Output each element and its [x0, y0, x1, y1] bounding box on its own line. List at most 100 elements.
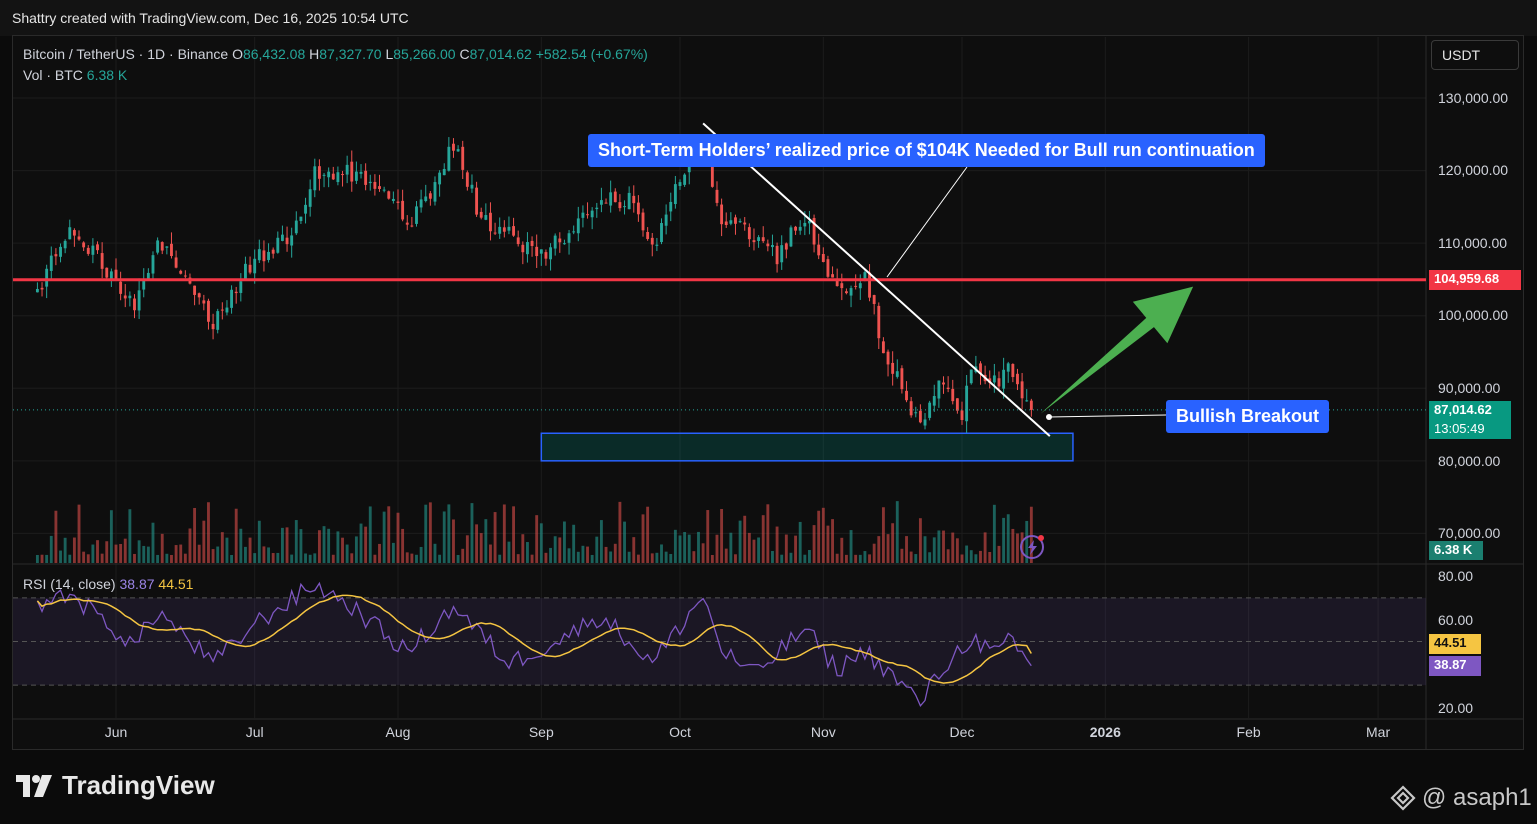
volume-bar	[484, 519, 488, 563]
candle-body	[909, 401, 913, 416]
candle-body	[498, 226, 502, 234]
candle-body	[752, 240, 756, 243]
volume-bar	[461, 548, 465, 563]
candle-body	[576, 218, 580, 234]
candle-body	[410, 225, 414, 227]
volume-bar	[230, 554, 234, 563]
volume-bar	[881, 507, 885, 563]
tradingview-logo[interactable]: TradingView	[16, 770, 215, 801]
candle-body	[336, 172, 340, 183]
volume-bar	[428, 502, 432, 563]
time-tick-label: Sep	[529, 724, 554, 740]
candle-body	[599, 200, 603, 205]
candle-body	[294, 220, 298, 234]
candle-body	[835, 280, 839, 287]
candle-body	[442, 168, 446, 176]
volume-bar	[969, 550, 973, 563]
volume-bar	[378, 543, 381, 563]
volume-bar	[558, 537, 562, 563]
volume-bar	[868, 554, 871, 563]
candle-body	[77, 236, 81, 240]
candle-body	[660, 223, 663, 243]
price-tick: 80,000.00	[1438, 453, 1501, 469]
candle-body	[59, 246, 62, 257]
volume-bar	[660, 544, 663, 563]
volume-bar	[521, 534, 525, 563]
grid-lines	[13, 37, 1426, 718]
rsi-ma-value: 44.51	[158, 576, 194, 592]
volume-bar	[743, 515, 747, 563]
volume-bar	[775, 526, 779, 563]
volume-bar	[313, 553, 317, 563]
volume-bar	[72, 537, 76, 563]
volume-bar	[1011, 528, 1015, 563]
volume-bar	[512, 506, 516, 563]
volume-bar	[771, 550, 774, 563]
candle-body	[553, 235, 557, 249]
volume-bar	[641, 514, 645, 563]
candle-body	[424, 196, 428, 202]
high-value: 87,327.70	[319, 46, 382, 62]
candle-body	[784, 243, 788, 250]
volume-bar	[618, 501, 622, 563]
candle-body	[632, 195, 636, 204]
volume-bar	[900, 548, 904, 563]
volume-bar	[216, 546, 220, 563]
candle-body	[299, 216, 303, 222]
volume-bar	[530, 554, 534, 563]
candle-body	[91, 245, 95, 255]
candle-body	[257, 249, 261, 261]
currency-button[interactable]: USDT	[1431, 40, 1519, 70]
candle-body	[82, 242, 86, 248]
volume-bar	[253, 553, 257, 563]
volume-bar	[234, 508, 238, 563]
candle-body	[378, 186, 381, 190]
volume-bar	[669, 553, 673, 563]
volume-bar	[720, 508, 724, 563]
volume-legend: Vol · BTC 6.38 K	[23, 67, 127, 83]
volume-bar	[928, 552, 932, 563]
volume-bar	[914, 554, 918, 563]
support-zone-box	[540, 432, 1074, 462]
time-tick-label: Aug	[386, 724, 411, 740]
candle-body	[729, 220, 733, 224]
volume-bar	[784, 534, 788, 563]
volume-bar	[706, 510, 710, 563]
volume-bar	[197, 544, 201, 563]
breakout-annotation[interactable]: Bullish Breakout	[1166, 400, 1330, 433]
volume-bar	[831, 519, 834, 563]
volume-bar	[623, 521, 626, 563]
candle-body	[558, 238, 562, 243]
volume-bar	[1020, 532, 1024, 563]
volume-bar	[595, 536, 599, 563]
volume-bars	[35, 501, 1033, 563]
volume-bar	[780, 554, 784, 563]
candle-body	[655, 244, 659, 246]
candle-body	[415, 206, 418, 224]
price-tick: 120,000.00	[1438, 162, 1509, 178]
volume-bar	[812, 525, 816, 563]
close-label: C	[459, 46, 470, 62]
candle-body	[331, 173, 335, 180]
volume-bar	[891, 523, 895, 563]
candle-body	[877, 305, 881, 339]
candle-body	[216, 311, 220, 330]
candle-body	[341, 174, 344, 176]
candle-body	[586, 214, 589, 216]
sth-annotation[interactable]: Short-Term Holders’ realized price of $1…	[588, 134, 1265, 167]
volume-bar	[447, 504, 451, 563]
rsi-label[interactable]: RSI (14, close)	[23, 576, 116, 592]
volume-bar	[489, 544, 492, 563]
volume-bar	[877, 536, 881, 563]
volume-label[interactable]: Vol · BTC	[23, 67, 83, 83]
volume-bar	[359, 523, 363, 563]
volume-bar	[479, 533, 483, 563]
volume-bar	[794, 535, 798, 563]
symbol-name[interactable]: Bitcoin / TetherUS · 1D · Binance	[23, 46, 229, 62]
volume-bar	[100, 553, 104, 563]
volume-bar	[35, 554, 39, 563]
volume-tag: 6.38 K	[1429, 541, 1483, 560]
candle-body	[613, 191, 617, 203]
candle-body	[868, 272, 871, 298]
